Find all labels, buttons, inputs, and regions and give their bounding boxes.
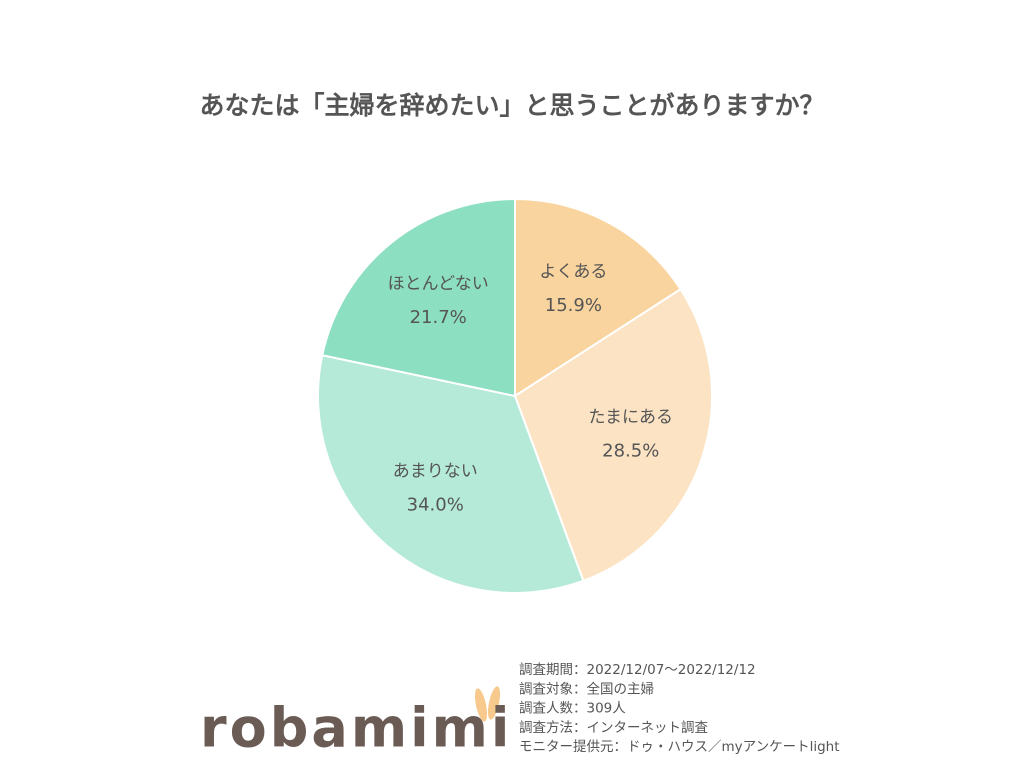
value-label: 28.5% xyxy=(602,441,659,462)
pie-slice xyxy=(317,353,585,594)
pie-slice xyxy=(321,197,516,398)
slice-label: あまりない xyxy=(393,461,478,481)
slice-label: よくある xyxy=(539,262,607,282)
survey-note: 調査方法：インターネット調査 xyxy=(519,720,708,736)
survey-note: 調査期間：2022/12/07～2022/12/12 xyxy=(519,662,756,678)
pie-slice xyxy=(513,287,713,583)
slice-label: たまにある xyxy=(588,408,673,428)
pie-slice xyxy=(514,197,682,398)
logo: robamimi xyxy=(200,697,512,760)
value-label: 21.7% xyxy=(410,307,467,328)
survey-note: 調査対象：全国の主婦 xyxy=(519,680,654,697)
value-label: 15.9% xyxy=(545,295,602,316)
value-label: 34.0% xyxy=(407,494,464,515)
survey-note: 調査人数：309人 xyxy=(519,701,626,717)
logo-ear xyxy=(487,686,501,720)
survey-note: モニター提供元：ドゥ・ハウス／myアンケートlight xyxy=(519,739,840,755)
logo-ear xyxy=(474,688,488,722)
chart-title: あなたは「主婦を辞めたい」と思うことがありますか？ xyxy=(199,91,824,120)
slice-label: ほとんどない xyxy=(388,274,489,294)
